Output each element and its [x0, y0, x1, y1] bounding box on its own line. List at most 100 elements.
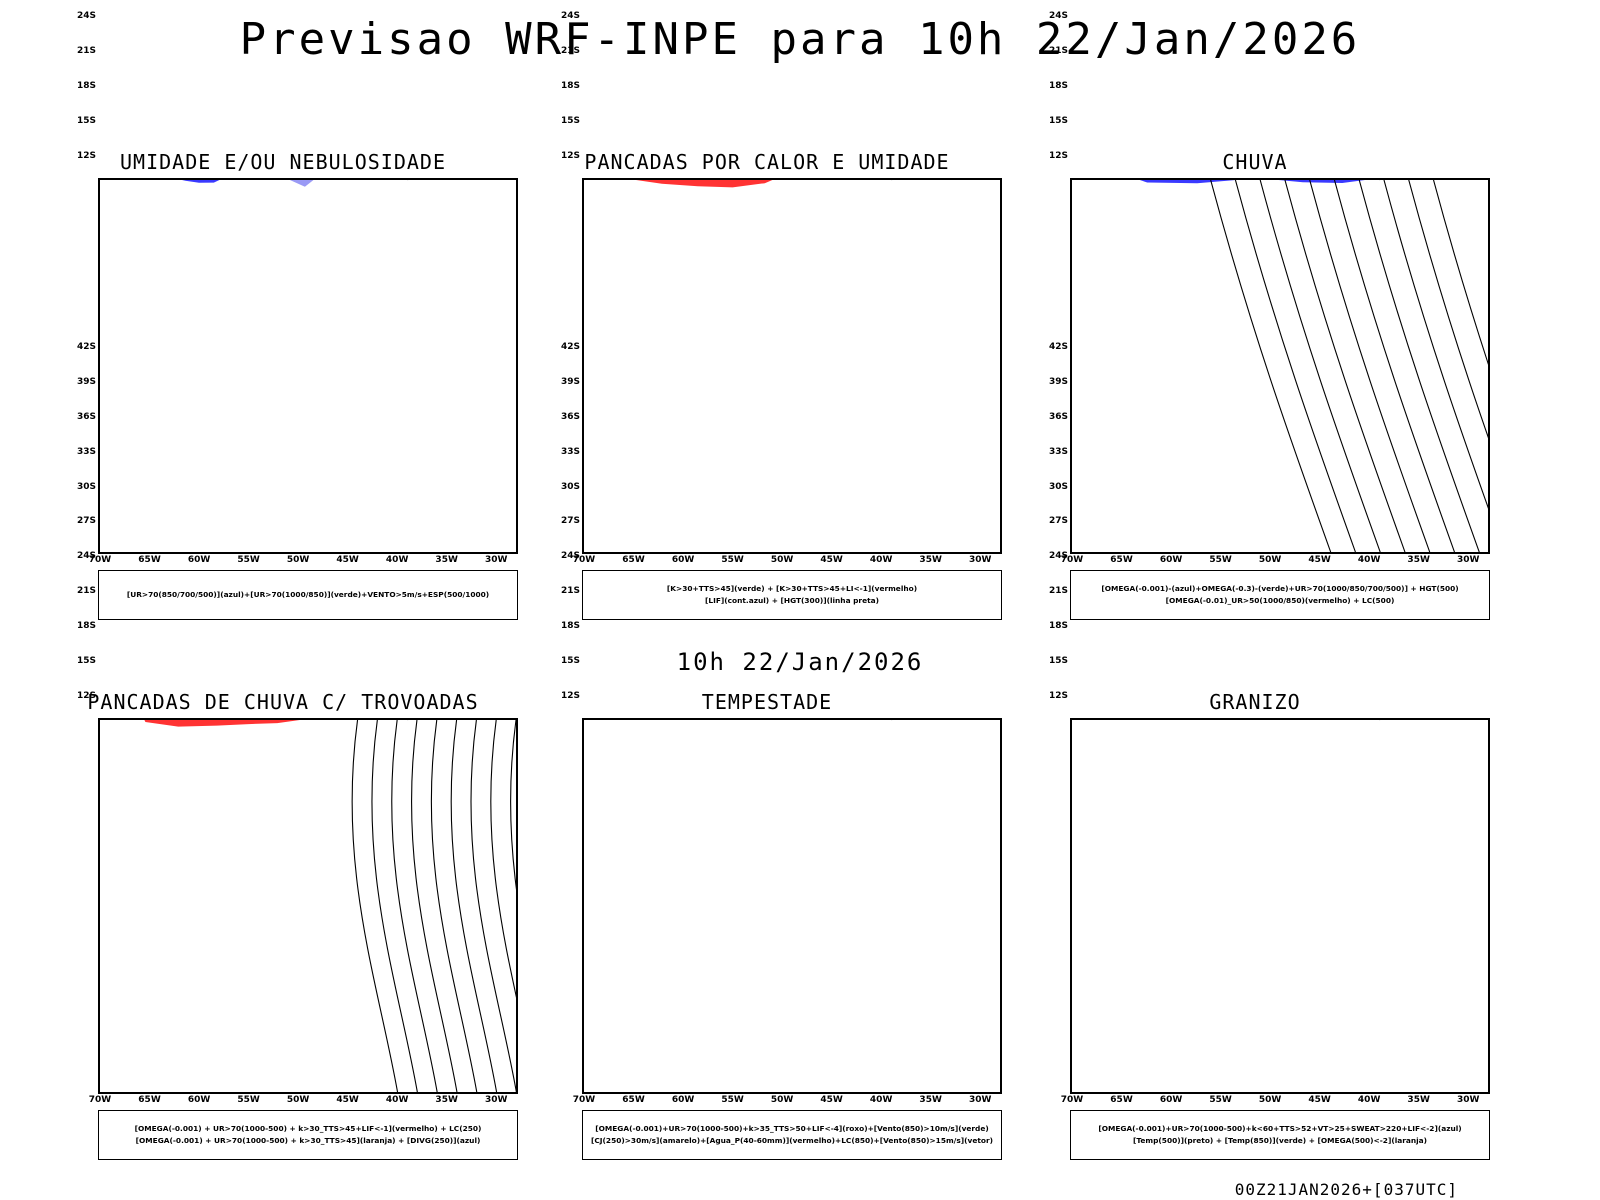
streamline: [1408, 180, 1488, 439]
lat-tick-label: 42S: [1048, 342, 1068, 352]
lat-tick-label: 21S: [1048, 46, 1068, 57]
lat-tick-label: 21S: [76, 586, 96, 597]
thunderstorm-red: [144, 720, 300, 727]
lat-tick-label: 36S: [560, 411, 580, 422]
streamline: [1358, 180, 1480, 552]
lon-tick-label: 40W: [1357, 1095, 1381, 1105]
legend-line: [Temp(500)](preto) + [Temp(850)](verde) …: [1132, 1136, 1428, 1145]
lon-tick-label: 40W: [1357, 555, 1381, 565]
map-frame: 9600960095209600952096009440952093609440…: [582, 178, 1002, 554]
forecast-panel: UMIDADE E/OU NEBULOSIDADE 12S 15S 18S 21S 24S…: [48, 11, 518, 630]
lon-tick-label: 45W: [820, 1095, 843, 1105]
map-canvas: 1012101210161012101210161016101610201020…: [182, 180, 409, 187]
lon-tick-label: 70W: [88, 1095, 112, 1105]
lon-tick-label: 55W: [1209, 555, 1232, 565]
lon-tick-label: 50W: [1258, 1095, 1282, 1105]
run-timestamp: 00Z21JAN2026+[037UTC]: [1234, 1180, 1458, 1199]
lat-tick-label: 12S: [76, 150, 96, 161]
lon-tick-label: 70W: [1060, 1095, 1084, 1105]
lat-tick-label: 24S: [560, 551, 580, 562]
lat-tick-label: 12S: [76, 690, 96, 701]
streamline: [450, 720, 498, 1092]
lon-tick-label: 45W: [1308, 555, 1331, 565]
lon-tick-label: 30W: [968, 1095, 992, 1105]
lat-tick-label: 33S: [560, 446, 580, 457]
lat-tick-label: 18S: [1048, 621, 1068, 631]
lat-tick-label: 42S: [76, 342, 96, 352]
lat-tick-label: 30S: [560, 481, 580, 492]
lon-tick-label: 50W: [770, 555, 794, 565]
lon-tick-label: 40W: [869, 555, 893, 565]
lon-tick-label: 50W: [286, 1095, 310, 1105]
lat-tick-label: 27S: [1048, 516, 1068, 527]
lat-tick-label: 21S: [1048, 586, 1068, 597]
lon-tick-label: 55W: [237, 555, 260, 565]
lat-tick-label: 42S: [560, 342, 580, 352]
lon-tick-label: 35W: [1407, 555, 1430, 565]
map-frame: -12-15-12-12-12-9-15: [1070, 718, 1490, 1094]
lat-tick-label: 15S: [76, 115, 96, 126]
lon-tick-label: 50W: [770, 1095, 794, 1105]
lat-tick-label: 39S: [1048, 376, 1068, 387]
lon-tick-label: 35W: [1407, 1095, 1430, 1105]
lat-tick-label: 18S: [76, 81, 96, 91]
map-canvas: -12-15-12-12-12-9-15: [1379, 720, 1381, 721]
legend-line: [OMEGA(-0.001)-(azul)+OMEGA(-0.3)-(verde…: [1101, 584, 1459, 593]
lat-tick-label: 15S: [560, 115, 580, 126]
lon-tick-label: 30W: [1456, 1095, 1480, 1105]
panel-title: GRANIZO: [1209, 690, 1301, 714]
streamline: [430, 720, 478, 1092]
lon-tick-label: 60W: [187, 555, 211, 565]
map-canvas: 9600960095209600952096009440952093609440…: [636, 180, 893, 188]
lon-tick-label: 55W: [237, 1095, 260, 1105]
lat-tick-label: 12S: [1048, 150, 1068, 161]
lon-tick-label: 65W: [138, 555, 161, 565]
lat-tick-label: 27S: [560, 516, 580, 527]
lat-tick-label: 12S: [560, 150, 580, 161]
lon-tick-label: 60W: [1159, 555, 1183, 565]
lat-tick-label: 39S: [560, 376, 580, 387]
lat-tick-label: 18S: [1048, 81, 1068, 91]
lat-tick-label: 18S: [76, 621, 96, 631]
legend-line: [OMEGA(-0.01)_UR>50(1000/850)(vermelho) …: [1165, 596, 1395, 605]
lon-tick-label: 45W: [336, 555, 359, 565]
forecast-time-title: 10h 22/Jan/2026: [676, 648, 924, 676]
streamline: [1210, 180, 1332, 552]
lon-tick-label: 60W: [187, 1095, 211, 1105]
streamline: [1259, 180, 1381, 552]
streamline: [1284, 180, 1406, 552]
forecast-panel: GRANIZO 12S 15S 18S 21S 24S 27S 30S 33S 36S 39S 42S…: [1020, 342, 1490, 1170]
streamline: [371, 720, 418, 1092]
streamline: [510, 720, 516, 890]
panel-legend: [OMEGA(-0.001)-(azul)+OMEGA(-0.3)-(verde…: [1070, 570, 1490, 620]
streamline: [1432, 180, 1488, 365]
streamline: [1383, 180, 1488, 509]
panel-title: TEMPESTADE: [701, 690, 833, 714]
lon-tick-label: 50W: [286, 555, 310, 565]
lat-tick-label: 36S: [1048, 411, 1068, 422]
lon-tick-label: 65W: [1110, 1095, 1133, 1105]
lat-tick-label: 12S: [1048, 690, 1068, 701]
lon-tick-label: 65W: [1110, 555, 1133, 565]
panel-title: PANCADAS POR CALOR E UMIDADE: [584, 150, 950, 174]
streamline: [1309, 180, 1431, 552]
humidity-high-levels: [182, 180, 220, 183]
humidity-high-levels-light: [289, 180, 314, 187]
lat-tick-label: 30S: [76, 481, 96, 492]
panel-legend: [OMEGA(-0.001)+UR>70(1000-500)+k>35_TTS>…: [582, 1110, 1002, 1160]
lat-tick-label: 21S: [76, 46, 96, 57]
lon-tick-label: 70W: [572, 555, 596, 565]
lon-tick-label: 65W: [622, 1095, 645, 1105]
legend-line: [UR>70(850/700/500)](azul)+[UR>70(1000/8…: [126, 590, 490, 599]
lon-tick-label: 60W: [671, 1095, 695, 1105]
forecast-panel: TEMPESTADE 12S 15S 18S 21S 24S 27S 30S 33S 36S 39S…: [532, 342, 1002, 1170]
legend-line: [OMEGA(-0.001)+UR>70(1000-500)+k<60+TTS>…: [1098, 1124, 1462, 1133]
lon-tick-label: 60W: [1159, 1095, 1183, 1105]
lat-tick-label: 24S: [76, 11, 96, 22]
streamline: [410, 720, 458, 1092]
lat-tick-label: 27S: [76, 516, 96, 527]
lat-tick-label: 33S: [1048, 446, 1068, 457]
legend-line: [OMEGA(-0.001)+UR>70(1000-500)+k>35_TTS>…: [595, 1124, 989, 1133]
map-frame: [98, 718, 518, 1094]
panel-legend: [OMEGA(-0.001)+UR>70(1000-500)+k<60+TTS>…: [1070, 1110, 1490, 1160]
